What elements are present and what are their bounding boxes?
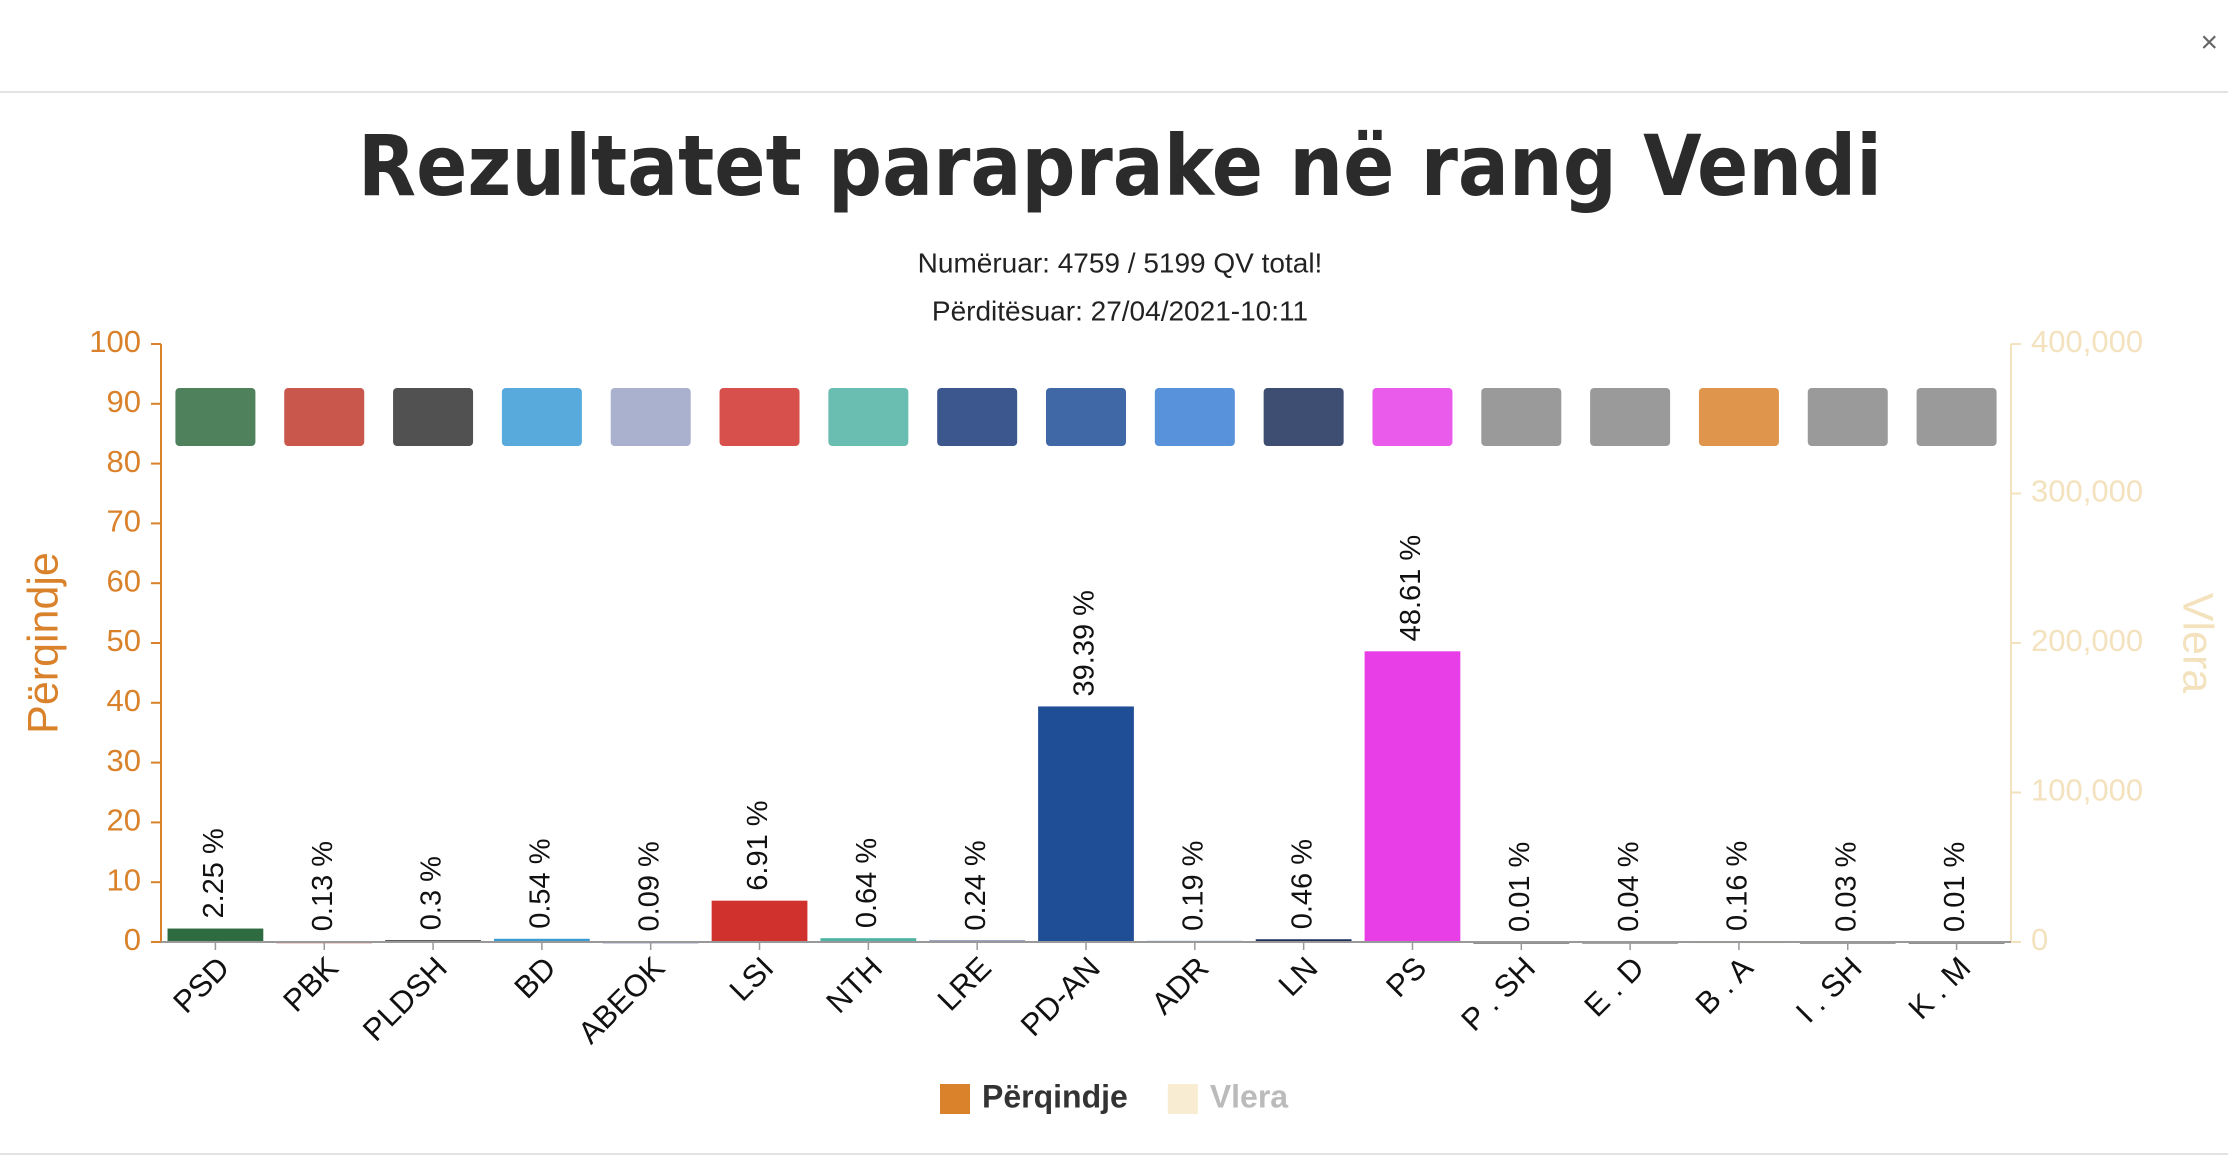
x-tick-label: ADR xyxy=(1145,950,1216,1021)
party-logo xyxy=(1590,388,1671,446)
value-label: 0.24 % xyxy=(960,840,992,930)
value-label: 0.64 % xyxy=(851,838,883,928)
party-logo xyxy=(1916,388,1997,446)
legend-swatch xyxy=(940,1084,970,1114)
y-tick-label: 100 xyxy=(89,324,141,359)
bar xyxy=(820,938,917,942)
value-label: 39.39 % xyxy=(1069,590,1101,696)
bar xyxy=(1255,939,1352,942)
x-tick-label: LSI xyxy=(723,950,781,1008)
bar xyxy=(711,900,808,942)
y-tick-label: 80 xyxy=(107,444,141,479)
x-tick-label: PD-AN xyxy=(1014,950,1107,1043)
party-logo xyxy=(393,388,474,446)
bar xyxy=(167,928,264,942)
party-logo xyxy=(937,388,1018,446)
party-logo xyxy=(1807,388,1888,446)
bar xyxy=(494,938,590,942)
value-label: 0.09 % xyxy=(633,841,665,931)
legend-label: Përqindje xyxy=(982,1078,1128,1114)
party-logo xyxy=(175,388,256,446)
party-logo xyxy=(610,388,691,446)
y-tick-label: 30 xyxy=(107,743,141,778)
x-tick-label: PBK xyxy=(276,950,345,1019)
subtitle: Numëruar: 4759 / 5199 QV total! xyxy=(918,247,1323,278)
y-tick-label: 0 xyxy=(124,922,141,957)
y2-tick-label: 400,000 xyxy=(2031,324,2143,359)
y-axis-title: Përqindje xyxy=(19,552,67,734)
y2-axis-title: Vlera xyxy=(2174,593,2222,693)
x-tick-label: LN xyxy=(1272,950,1325,1003)
value-label: 0.3 % xyxy=(416,856,448,930)
legend-swatch xyxy=(1167,1084,1198,1114)
y-tick-label: 10 xyxy=(107,862,141,897)
value-label: 0.46 % xyxy=(1286,839,1318,929)
y-tick-label: 60 xyxy=(107,563,141,598)
value-label: 0.13 % xyxy=(307,841,339,931)
x-tick-label: K . M xyxy=(1901,950,1977,1026)
legend-label: Vlera xyxy=(1210,1078,1288,1114)
party-logo xyxy=(501,388,582,446)
value-label: 0.03 % xyxy=(1830,842,1862,932)
x-tick-label: BD xyxy=(507,950,562,1005)
x-tick-label: E . D xyxy=(1577,950,1650,1023)
party-logo xyxy=(1698,388,1779,446)
x-tick-label: B . A xyxy=(1689,950,1760,1021)
y-tick-label: 70 xyxy=(107,504,141,539)
value-label: 0.04 % xyxy=(1613,841,1645,931)
x-tick-label: NTH xyxy=(819,950,889,1020)
value-label: 0.01 % xyxy=(1939,842,1971,932)
value-label: 0.19 % xyxy=(1177,841,1209,931)
x-tick-label: P . SH xyxy=(1454,950,1542,1038)
y2-tick-label: 200,000 xyxy=(2031,623,2143,658)
y-tick-label: 50 xyxy=(107,623,141,658)
bar xyxy=(1364,651,1461,942)
x-tick-label: ABEOK xyxy=(571,950,672,1051)
y2-tick-label: 100,000 xyxy=(2031,773,2143,808)
value-label: 0.54 % xyxy=(525,838,557,928)
party-logo xyxy=(1046,388,1126,446)
value-label: 2.25 % xyxy=(198,828,230,918)
subtitle: Përditësuar: 27/04/2021-10:11 xyxy=(932,295,1308,326)
party-logo xyxy=(828,388,909,446)
value-label: 6.91 % xyxy=(742,800,774,890)
party-logo xyxy=(1372,388,1453,446)
x-tick-label: LRE xyxy=(931,950,998,1017)
y2-tick-label: 0 xyxy=(2031,922,2048,957)
chart-title: Rezultatet paraprake në rang Vendi xyxy=(358,117,1882,215)
x-tick-label: PLDSH xyxy=(356,950,454,1048)
party-logo xyxy=(1481,388,1562,446)
value-label: 48.61 % xyxy=(1395,535,1427,641)
value-label: 0.16 % xyxy=(1722,841,1754,931)
party-logo xyxy=(1263,388,1344,446)
x-tick-label: I . SH xyxy=(1789,950,1869,1030)
party-logo xyxy=(719,388,800,446)
y-tick-label: 40 xyxy=(107,683,141,718)
y2-tick-label: 300,000 xyxy=(2031,474,2143,509)
party-logo xyxy=(284,388,365,446)
y-tick-label: 90 xyxy=(107,384,141,419)
value-label: 0.01 % xyxy=(1504,842,1536,932)
party-logo xyxy=(1154,388,1235,446)
y-tick-label: 20 xyxy=(107,803,141,838)
x-tick-label: PS xyxy=(1379,950,1433,1004)
bar xyxy=(1038,706,1134,942)
x-tick-label: PSD xyxy=(166,950,236,1020)
close-button[interactable]: × xyxy=(2200,26,2218,59)
